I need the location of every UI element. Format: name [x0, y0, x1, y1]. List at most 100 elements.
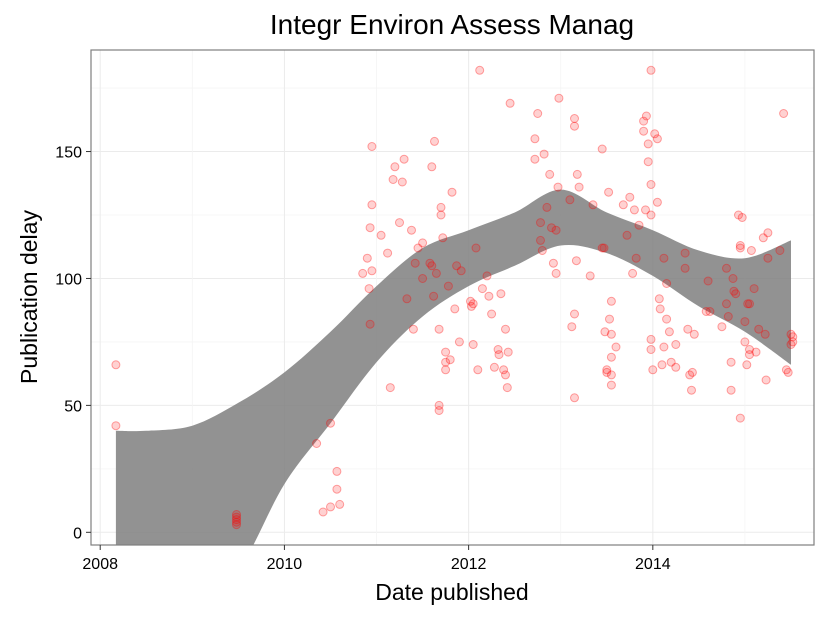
data-point [737, 213, 747, 222]
data-point [659, 253, 669, 263]
data-point [664, 327, 674, 337]
data-point [434, 400, 444, 410]
data-point [390, 162, 400, 172]
data-point [494, 350, 504, 360]
data-point [407, 225, 416, 235]
data-point [484, 291, 494, 301]
data-point [413, 243, 423, 253]
x-tick-label: 2008 [82, 556, 118, 573]
data-point [763, 253, 773, 263]
data-point [662, 314, 672, 324]
data-point [628, 268, 638, 278]
data-point [232, 520, 241, 530]
data-point [427, 261, 437, 271]
data-point [643, 157, 653, 167]
data-point [639, 116, 649, 126]
data-point [410, 258, 420, 268]
data-point [735, 243, 745, 253]
data-point [367, 142, 377, 151]
data-point [726, 385, 736, 395]
data-point [441, 365, 451, 375]
data-point [597, 243, 607, 253]
data-point [312, 439, 322, 448]
data-point [358, 268, 368, 278]
data-point [611, 342, 621, 352]
x-tick-label: 2014 [635, 556, 671, 573]
data-point [629, 205, 639, 215]
data-point [606, 380, 616, 390]
data-point [436, 210, 446, 220]
data-point [602, 365, 612, 375]
data-point [657, 360, 667, 370]
data-point [466, 296, 475, 306]
data-point [362, 253, 372, 263]
data-point [548, 258, 558, 268]
data-point [723, 312, 733, 321]
data-point [652, 134, 662, 144]
data-point [501, 324, 510, 334]
y-axis-title: Publication delay [16, 210, 42, 384]
data-point [760, 329, 770, 339]
data-point [606, 370, 616, 380]
data-point [731, 289, 741, 299]
data-point [232, 515, 241, 525]
data-point [466, 301, 476, 311]
data-point [570, 114, 579, 123]
data-point [742, 360, 752, 370]
data-point [622, 230, 632, 240]
data-point [740, 337, 750, 347]
data-point [600, 327, 610, 337]
y-tick-label: 100 [55, 271, 82, 288]
data-point [533, 109, 543, 118]
data-point [689, 329, 699, 339]
data-point [503, 347, 513, 357]
data-point [496, 289, 506, 299]
data-point [450, 304, 460, 314]
data-point [430, 136, 439, 146]
data-point [717, 322, 727, 332]
data-point [743, 299, 753, 309]
data-point [445, 355, 455, 365]
data-point [648, 365, 658, 375]
data-point [761, 375, 771, 385]
data-point [402, 294, 412, 304]
data-point [650, 129, 660, 139]
data-point [758, 233, 768, 243]
data-point [662, 279, 672, 288]
data-point [639, 126, 649, 136]
data-point [441, 357, 451, 367]
data-point [735, 241, 745, 250]
panel-border [90, 49, 815, 546]
data-point [447, 187, 457, 197]
data-point [786, 329, 796, 339]
data-point [788, 337, 798, 347]
data-point [631, 253, 641, 263]
y-tick-label: 50 [64, 398, 82, 415]
data-point [542, 202, 552, 212]
data-point [376, 230, 386, 240]
data-point [751, 347, 761, 357]
data-point [468, 340, 478, 349]
data-point [788, 332, 798, 342]
data-point [705, 307, 715, 316]
data-point [367, 200, 377, 210]
data-point [786, 340, 796, 349]
data-point [332, 466, 342, 476]
data-point [585, 271, 595, 281]
data-point [728, 274, 738, 283]
data-point [383, 248, 393, 258]
data-point [471, 243, 481, 253]
data-point [655, 304, 665, 314]
x-axis-title: Date published [375, 579, 528, 605]
data-point [754, 324, 764, 334]
data-point [606, 329, 616, 339]
data-point [111, 360, 121, 370]
data-point [646, 180, 656, 189]
data-points [111, 65, 798, 530]
data-point [646, 210, 656, 220]
data-point [726, 357, 736, 367]
data-point [365, 319, 375, 329]
x-tick-label: 2010 [267, 556, 303, 573]
plot-area [90, 49, 815, 546]
data-point [399, 154, 409, 164]
